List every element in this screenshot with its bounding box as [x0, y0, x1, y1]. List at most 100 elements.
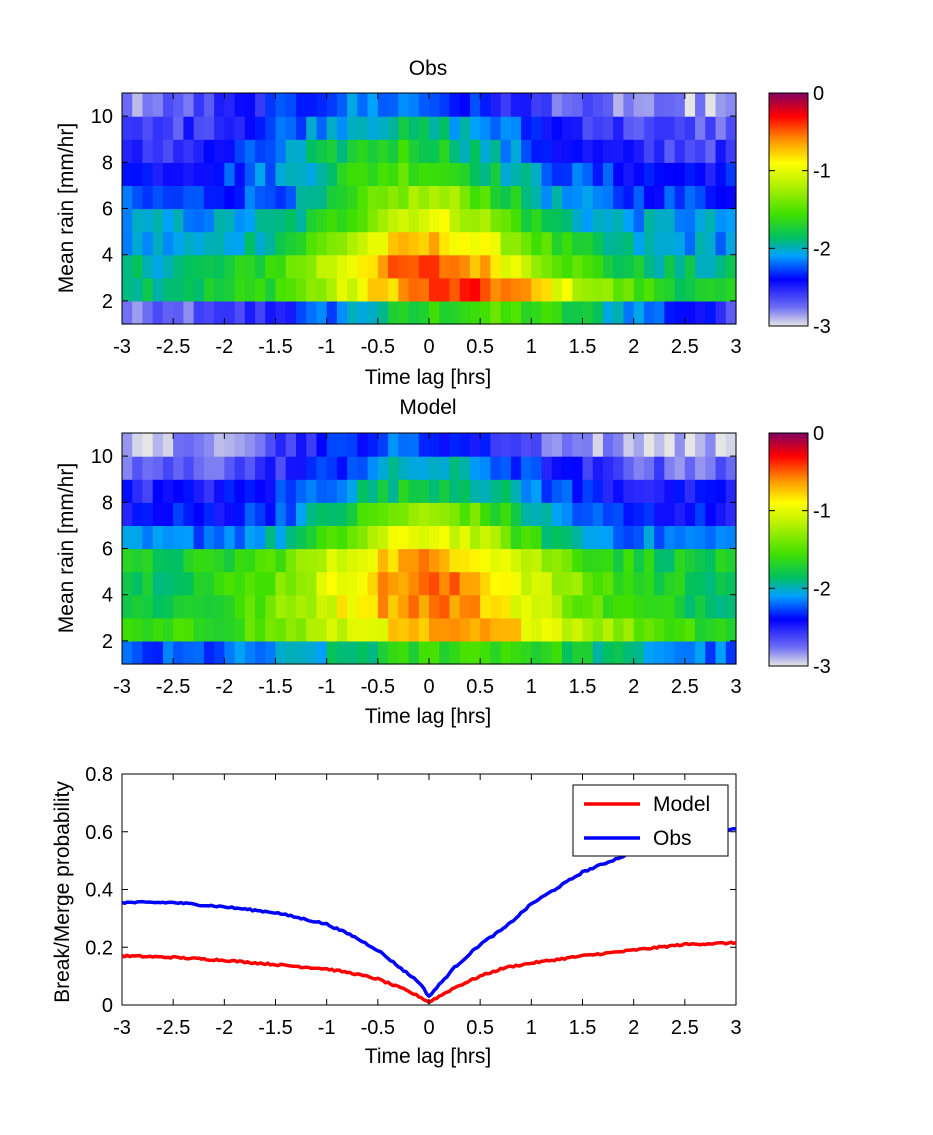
heatmap-cell [162, 456, 174, 480]
heatmap-cell [664, 640, 676, 665]
heatmap-cell [203, 254, 215, 279]
heatmap-cell [480, 640, 491, 665]
heatmap-cell [132, 617, 144, 642]
heatmap-cell [429, 277, 440, 302]
heatmap-cell [255, 594, 266, 619]
heatmap-cell [531, 162, 543, 186]
heatmap-cell [582, 162, 594, 186]
heatmap-cell [418, 116, 430, 140]
heatmap-cell [705, 594, 717, 619]
heatmap-cell [377, 617, 389, 642]
heatmap-cell [521, 617, 532, 642]
heatmap-cell [490, 640, 502, 665]
heatmap-cell [377, 479, 389, 503]
heatmap-cell [674, 525, 686, 550]
heatmap-cell [439, 116, 451, 140]
heatmap-cell [643, 617, 655, 642]
heatmap-cell [347, 502, 358, 526]
heatmap-cell [633, 254, 645, 279]
heatmap-cell [439, 93, 451, 117]
heatmap-cell [367, 139, 379, 163]
heatmap-cell [122, 640, 133, 665]
heatmap-cell [275, 231, 287, 256]
heatmap-cell [531, 548, 543, 573]
heatmap-cell [439, 502, 451, 526]
heatmap-cell [183, 525, 195, 550]
heatmap-cell [654, 525, 665, 550]
heatmap-cell [306, 277, 318, 302]
heatmap-cell [674, 300, 686, 325]
legend: Model Obs [572, 784, 729, 857]
heatmap-cell [336, 617, 348, 642]
heatmap-cell [643, 254, 655, 279]
heatmap-cell [388, 456, 399, 480]
heatmap-cell [654, 208, 665, 233]
heatmap-cell [531, 231, 543, 256]
heatmap-cell [326, 116, 338, 140]
heatmap-cell [439, 185, 451, 210]
heatmap-cell [449, 254, 461, 279]
heatmap-cell [715, 277, 727, 302]
heatmap-cell [562, 548, 573, 573]
x-axis-label: Time lag [hrs] [365, 1045, 491, 1068]
heatmap-cell [531, 456, 543, 480]
heatmap-cell [500, 162, 512, 186]
heatmap-cell [275, 277, 287, 302]
heatmap-cell [582, 254, 594, 279]
heatmap-cell [439, 162, 451, 186]
heatmap-cell [162, 300, 174, 325]
heatmap-cell [510, 525, 522, 550]
heatmap-cell [142, 162, 154, 186]
heatmap-cell [469, 162, 481, 186]
heatmap-cell [336, 139, 348, 163]
heatmap-cell [203, 456, 215, 480]
heatmap-cell [654, 433, 665, 457]
heatmap-cell [234, 479, 246, 503]
heatmap-cell [490, 433, 502, 457]
heatmap-cell [500, 116, 512, 140]
heatmap-cell [439, 433, 451, 457]
heatmap-cell [551, 116, 563, 140]
heatmap-cell [224, 594, 236, 619]
heatmap-cell [295, 571, 307, 596]
heatmap-cell [275, 433, 287, 457]
heatmap-cell [480, 502, 491, 526]
heatmap-cell [664, 433, 676, 457]
heatmap-cell [255, 525, 266, 550]
heatmap-cell [684, 456, 696, 480]
heatmap-cell [613, 456, 625, 480]
heatmap-cell [408, 93, 420, 117]
heatmap-cell [275, 300, 287, 325]
heatmap-cell [418, 277, 430, 302]
heatmap-cell [562, 433, 573, 457]
heatmap-cell [490, 116, 502, 140]
heatmap-cell [347, 162, 358, 186]
heatmap-cell [203, 640, 215, 665]
heatmap-cell [459, 525, 471, 550]
heatmap-cell [244, 254, 256, 279]
heatmap-cell [582, 617, 594, 642]
heatmap-cell [551, 254, 563, 279]
heatmap-cell [398, 571, 410, 596]
heatmap-cell [347, 231, 358, 256]
heatmap-cell [695, 502, 706, 526]
heatmap-cell [234, 571, 246, 596]
chart-title: Obs [409, 57, 448, 80]
heatmap-cell [224, 525, 236, 550]
heatmap-cell [562, 93, 573, 117]
heatmap-cell [684, 617, 696, 642]
heatmap-cell [500, 456, 512, 480]
heatmap-cell [459, 617, 471, 642]
heatmap-cell [429, 162, 440, 186]
x-tick-label: -1 [318, 336, 336, 358]
heatmap-cell [654, 502, 665, 526]
heatmap-cell [449, 548, 461, 573]
heatmap-cell [469, 139, 481, 163]
heatmap-cell [265, 433, 277, 457]
heatmap-cell [490, 254, 502, 279]
heatmap-cell [377, 162, 389, 186]
heatmap-cell [654, 231, 665, 256]
heatmap-cell [695, 594, 706, 619]
heatmap-cell [521, 116, 532, 140]
heatmap-cell [725, 548, 737, 573]
